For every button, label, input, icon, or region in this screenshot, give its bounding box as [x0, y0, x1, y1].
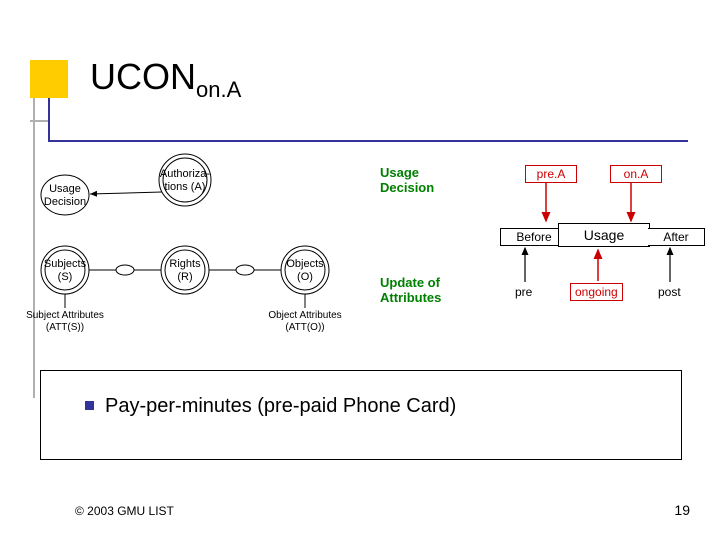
example-text: Pay-per-minutes (pre-paid Phone Card) [105, 395, 456, 418]
label-pre: pre [515, 285, 532, 299]
node-rights: Rights (R) [165, 258, 205, 283]
box-preA: pre.A [525, 165, 577, 183]
slide-title: UCONon.A [90, 56, 241, 103]
node-authorizations: Authoriza- tions (A) [158, 168, 212, 193]
bullet-square-icon [85, 401, 94, 410]
label-usage-decision: Usage Decision [380, 165, 460, 195]
title-bullet-square [30, 60, 68, 98]
phase-before: Before [500, 228, 567, 246]
decorative-tick [30, 120, 50, 122]
node-objects: Objects (O) [285, 258, 325, 283]
label-object-attributes: Object Attributes (ATT(O)) [255, 310, 355, 333]
example-box: Pay-per-minutes (pre-paid Phone Card) [40, 370, 682, 460]
timeline-diagram: Usage Decision Update of Attributes pre.… [360, 150, 710, 350]
title-underline-horizontal [48, 140, 688, 142]
box-ongoing: ongoing [570, 283, 623, 301]
footer-page-number: 19 [674, 502, 690, 518]
box-onA: on.A [610, 165, 662, 183]
label-update-attributes: Update of Attributes [380, 275, 470, 305]
title-subscript: on.A [196, 77, 241, 102]
phase-usage: Usage [558, 223, 650, 247]
phase-after: After [648, 228, 705, 246]
node-usage-decision: Usage Decision [41, 183, 89, 208]
node-subjects: Subjects (S) [43, 258, 87, 283]
label-post: post [658, 285, 681, 299]
title-underline-vertical [48, 98, 50, 142]
label-subject-attributes: Subject Attributes (ATT(S)) [15, 310, 115, 333]
ucon-model-diagram: Usage Decision Authoriza- tions (A) Subj… [10, 150, 370, 350]
slide-root: UCONon.A [0, 0, 720, 540]
title-main: UCON [90, 56, 196, 97]
footer-copyright: © 2003 GMU LIST [75, 504, 174, 518]
